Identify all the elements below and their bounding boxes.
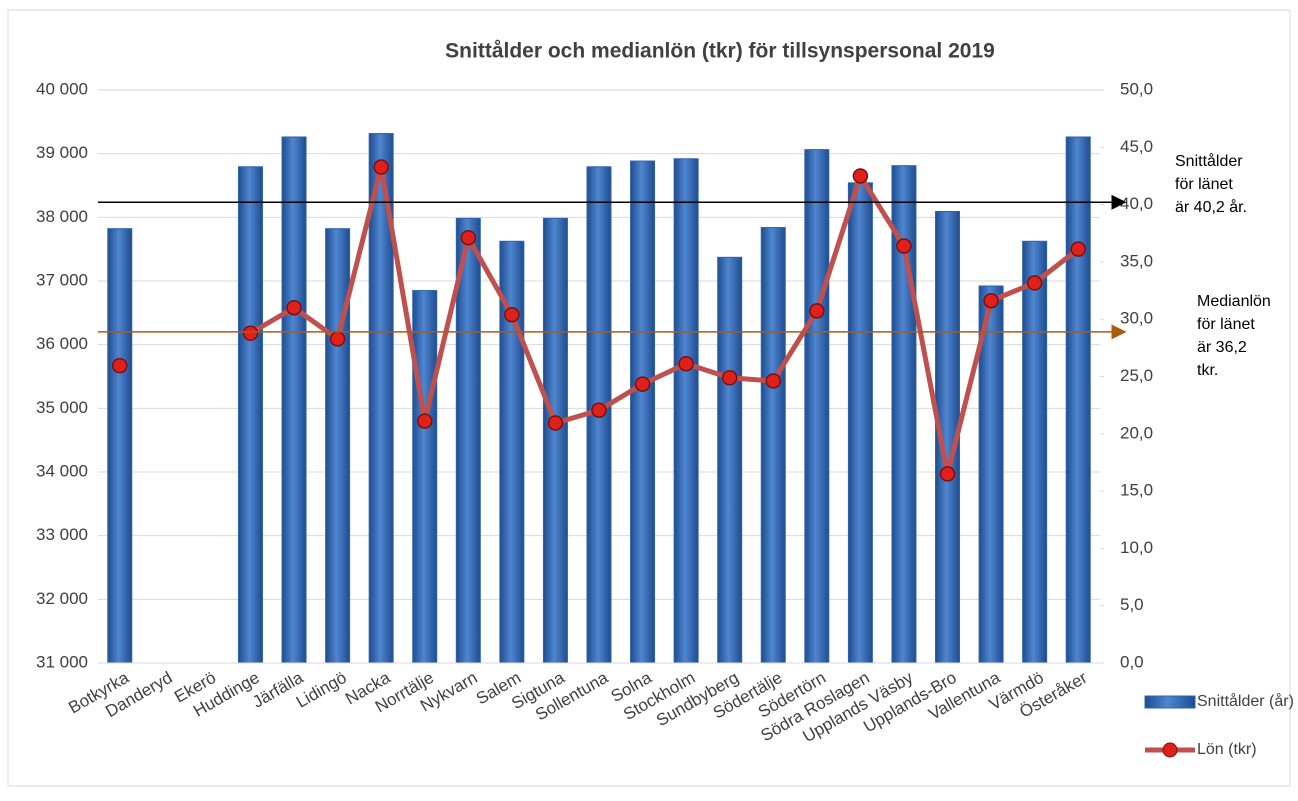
marker	[852, 168, 869, 184]
bar	[455, 217, 481, 664]
y2-tick-label: 35,0	[1120, 251, 1153, 270]
chart-title: Snittålder och medianlön (tkr) för tills…	[445, 40, 995, 63]
bar	[237, 166, 263, 664]
bar	[281, 136, 307, 664]
y2-tick-label: 15,0	[1120, 481, 1153, 500]
y-tick-label: 33 000	[36, 525, 88, 544]
marker	[591, 402, 607, 418]
marker	[721, 370, 738, 386]
marker	[416, 413, 433, 429]
y2-tick-label: 10,0	[1120, 538, 1153, 557]
legend-marker	[1162, 742, 1178, 758]
annotation: tkr.	[1197, 362, 1218, 379]
y2-tick-label: 0,0	[1120, 652, 1144, 671]
bar	[107, 228, 133, 664]
legend-swatch	[1144, 695, 1196, 709]
bar	[630, 160, 656, 664]
marker	[678, 356, 694, 372]
marker	[1026, 275, 1043, 291]
y-tick-label: 35 000	[36, 398, 88, 417]
bar	[978, 285, 1004, 664]
y2-tick-label: 45,0	[1120, 137, 1153, 156]
marker	[373, 159, 389, 175]
legend-label: Lön (tkr)	[1197, 741, 1257, 758]
marker	[242, 325, 259, 341]
y2-tick-label: 30,0	[1120, 309, 1153, 328]
bar	[542, 217, 568, 664]
annotation: Medianlön	[1197, 293, 1271, 310]
y-tick-label: 38 000	[36, 207, 88, 226]
line	[249, 164, 1080, 477]
y-tick-label: 37 000	[36, 270, 88, 289]
marker	[460, 229, 477, 246]
annotation: för länet	[1175, 176, 1233, 193]
annotation: för länet	[1197, 316, 1255, 333]
legend-label: Snittålder (år)	[1197, 692, 1294, 710]
y-tick-label: 31 000	[36, 652, 88, 671]
bar	[760, 227, 786, 664]
bar	[804, 149, 830, 664]
annotation: är 36,2	[1197, 339, 1247, 356]
y-tick-label: 40 000	[36, 79, 88, 98]
marker	[939, 466, 956, 482]
bar	[325, 228, 351, 664]
marker	[286, 299, 302, 316]
y2-tick-label: 20,0	[1120, 423, 1153, 442]
y-tick-label: 36 000	[36, 334, 88, 353]
marker	[1070, 241, 1086, 257]
y2-tick-label: 25,0	[1120, 366, 1153, 385]
y2-tick-label: 50,0	[1120, 79, 1153, 98]
y-tick-label: 39 000	[36, 143, 88, 162]
marker	[112, 357, 128, 374]
bar	[1065, 136, 1091, 664]
marker	[983, 292, 999, 309]
y-tick-label: 32 000	[36, 589, 88, 608]
annotation: Snittålder	[1175, 152, 1243, 170]
marker	[896, 238, 912, 254]
bar	[412, 290, 438, 664]
marker	[765, 373, 782, 389]
marker	[634, 376, 651, 392]
annotation: är 40,2 år.	[1175, 198, 1247, 216]
y-tick-label: 34 000	[36, 461, 88, 480]
y2-tick-label: 5,0	[1120, 595, 1144, 614]
marker	[547, 415, 564, 431]
bar	[717, 256, 743, 664]
bar	[1022, 240, 1048, 664]
marker	[809, 303, 825, 319]
bar	[847, 182, 873, 664]
bar	[673, 158, 699, 664]
marker	[504, 306, 520, 323]
marker	[329, 331, 346, 347]
y2-tick-label: 40,0	[1120, 194, 1153, 213]
